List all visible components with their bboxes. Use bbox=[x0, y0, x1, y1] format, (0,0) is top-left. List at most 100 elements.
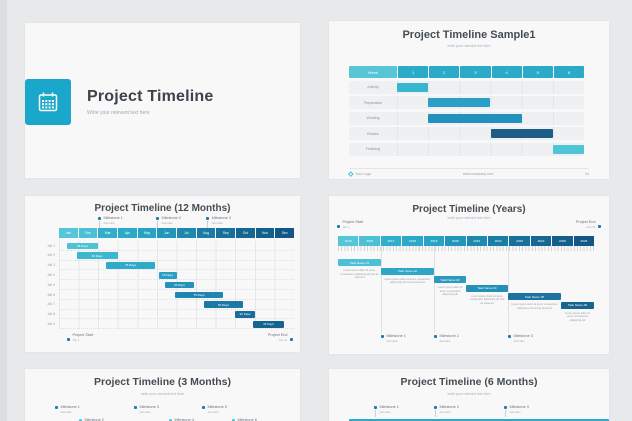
month-cell: Jan bbox=[59, 228, 78, 238]
tick-marks bbox=[338, 246, 594, 251]
slide-card-6-months[interactable]: Project Timeline (6 Months) write your r… bbox=[328, 368, 610, 421]
year-cell: 2020 bbox=[445, 236, 466, 246]
year-cell: 2021 bbox=[466, 236, 487, 246]
slide-card-title[interactable]: Project Timeline Write your relevant tex… bbox=[24, 22, 301, 179]
milestone-text: Milestone 3 Add date bbox=[140, 405, 159, 414]
milestone-gridline bbox=[434, 246, 435, 333]
row-track bbox=[397, 127, 584, 141]
year-cell: 2026 bbox=[573, 236, 595, 246]
year-cell: 2015 bbox=[338, 236, 359, 246]
slide-card-3-months[interactable]: Project Timeline (3 Months) write your r… bbox=[24, 368, 301, 421]
milestone-text: Milestone 3 Add date bbox=[212, 216, 231, 225]
task-bar: Task Name 05 bbox=[507, 293, 561, 300]
months-header-band: Jan Feb Mar Apr May Jun Jul Aug Sep Oct Nov Dec bbox=[59, 228, 295, 238]
slide-card-years[interactable]: Project Timeline (Years) write your rele… bbox=[328, 195, 610, 355]
milestone-line bbox=[505, 410, 506, 417]
task-description: Lorem ipsum dolor sit amet, consectetur … bbox=[384, 277, 431, 285]
job-label: Job 5 bbox=[47, 282, 55, 287]
week-table-header: Week 1 2 3 4 5 6 bbox=[349, 66, 585, 78]
project-end-marker-icon bbox=[290, 338, 293, 341]
milestone: Milestone 1 Add date bbox=[55, 405, 80, 414]
task-bar: Task Name 06 bbox=[560, 301, 594, 309]
milestone-date: Add date bbox=[211, 221, 223, 225]
month-cell: Nov bbox=[255, 228, 275, 238]
gantt-bar: 30 Days bbox=[235, 311, 255, 318]
milestone: Milestone 1 Add date bbox=[381, 334, 406, 343]
project-start: Project Start Jan 1 bbox=[67, 333, 93, 342]
years-header-band: 2015 2016 2017 2018 2019 2020 2021 2022 2023 2024… bbox=[338, 236, 595, 246]
month-cell: Apr bbox=[118, 228, 137, 238]
job-label: Job 9 bbox=[47, 322, 55, 326]
table-header-cell: 2 bbox=[429, 66, 460, 78]
job-label: Job 2 bbox=[47, 253, 55, 258]
gantt-bar bbox=[397, 82, 429, 92]
job-label: Job 4 bbox=[47, 273, 55, 277]
grid-row bbox=[59, 280, 294, 290]
task-bar: Task Name 03 bbox=[434, 276, 466, 283]
year-cell: 2025 bbox=[552, 236, 573, 246]
milestone-marker-icon bbox=[206, 217, 210, 228]
job-label: Job 7 bbox=[47, 302, 55, 307]
project-start-date: Jan 1 bbox=[72, 338, 80, 342]
gantt-bar bbox=[428, 98, 491, 108]
table-header-cell: 6 bbox=[553, 66, 585, 78]
project-end-label: Project End bbox=[575, 220, 596, 224]
milestone: Milestone 1 Add date bbox=[98, 216, 123, 228]
milestone-line bbox=[207, 221, 209, 228]
milestone-text: Milestone 6Add date bbox=[238, 418, 257, 421]
project-start-date: Jan 1 bbox=[342, 225, 350, 229]
table-row: Review bbox=[349, 127, 584, 141]
year-cell: 2018 bbox=[402, 236, 423, 246]
milestone-marker-icon bbox=[156, 217, 160, 228]
milestone-label: Milestone 1 bbox=[60, 405, 80, 409]
table-header-cell: 3 bbox=[460, 66, 491, 78]
slide-subtitle: write your relevant text here bbox=[447, 44, 491, 48]
milestone-label: Milestone 2 bbox=[161, 216, 181, 220]
gantt-bar: 30 Days bbox=[158, 271, 177, 279]
milestone-marker-icon bbox=[434, 406, 437, 417]
milestone-marker-icon bbox=[202, 406, 205, 409]
year-cell: 2019 bbox=[423, 236, 445, 246]
grid-row bbox=[59, 241, 294, 251]
slide-subtitle: write your relevant text here bbox=[447, 216, 491, 220]
milestone-label: Milestone 1 bbox=[379, 405, 399, 409]
gantt-bar bbox=[428, 113, 522, 123]
slide-subtitle: write your relevant text here bbox=[140, 392, 185, 396]
gantt-chart: 45 Days 60 Days 75 Days 30 Days 45 Days 75 Da… bbox=[59, 241, 294, 330]
milestone-label: Milestone 2 bbox=[439, 334, 459, 338]
grid-row bbox=[59, 251, 294, 261]
year-cell: 2022 bbox=[487, 236, 509, 246]
milestone-date: Add date bbox=[379, 410, 391, 414]
project-start-marker-icon bbox=[67, 338, 70, 341]
task-bar: Task Name 02 bbox=[381, 267, 434, 275]
milestone-gridline bbox=[507, 246, 509, 333]
milestone-label: Milestone 6 bbox=[237, 418, 257, 421]
gantt-bar: 60 Days bbox=[76, 252, 118, 260]
year-cell: 2023 bbox=[509, 236, 530, 246]
milestone-label: Milestone 3 bbox=[139, 405, 159, 409]
milestone-text: Milestone 1 Add date bbox=[61, 405, 80, 414]
milestone-text: Milestone 3 Add date bbox=[513, 334, 532, 343]
gantt-bar: 45 Days bbox=[252, 320, 285, 328]
gantt-bar: 75 Days bbox=[174, 291, 224, 299]
slide-card-12-months[interactable]: Project Timeline (12 Months) Jan Feb Mar Ap… bbox=[24, 195, 301, 353]
milestone-marker-icon bbox=[134, 406, 137, 409]
project-end-date: Dec 31 bbox=[278, 338, 288, 342]
footer-page-number: 04 bbox=[585, 172, 589, 176]
year-cell: 2017 bbox=[380, 236, 402, 246]
row-label: Finishing bbox=[365, 147, 381, 152]
gantt-bar: 75 Days bbox=[106, 262, 155, 269]
gantt-bar bbox=[552, 144, 584, 154]
slide-title: Project Timeline (12 Months) bbox=[94, 203, 231, 214]
slide-card-sample1[interactable]: Project Timeline Sample1 write your rele… bbox=[328, 20, 610, 180]
title-block: Project Timeline Write your relevant tex… bbox=[25, 79, 300, 125]
milestone-marker-icon bbox=[381, 335, 384, 338]
milestone-marker-icon bbox=[79, 419, 82, 421]
month-cell: Oct bbox=[236, 228, 255, 238]
table-header-cell: Week bbox=[349, 66, 397, 78]
